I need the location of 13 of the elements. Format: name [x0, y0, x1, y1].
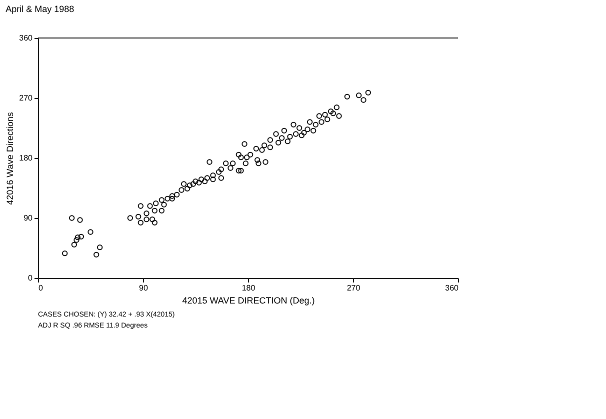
x-tick-label: 360	[445, 284, 460, 292]
chart-title: April & May 1988	[6, 4, 74, 14]
x-tick-label: 270	[346, 284, 361, 292]
x-tick-label: 90	[139, 284, 148, 292]
y-tick-label: 0	[28, 274, 34, 282]
y-tick-label: 270	[19, 94, 34, 102]
y-tick-label: 180	[19, 154, 34, 162]
x-axis-title: 42015 WAVE DIRECTION (Deg.)	[182, 296, 315, 306]
y-axis-title: 42016 Wave Directions	[5, 112, 16, 205]
x-tick-label: 0	[38, 284, 44, 292]
y-tick-label: 360	[19, 34, 34, 42]
y-tick-label: 90	[24, 214, 34, 222]
x-tick-label: 180	[242, 284, 256, 292]
